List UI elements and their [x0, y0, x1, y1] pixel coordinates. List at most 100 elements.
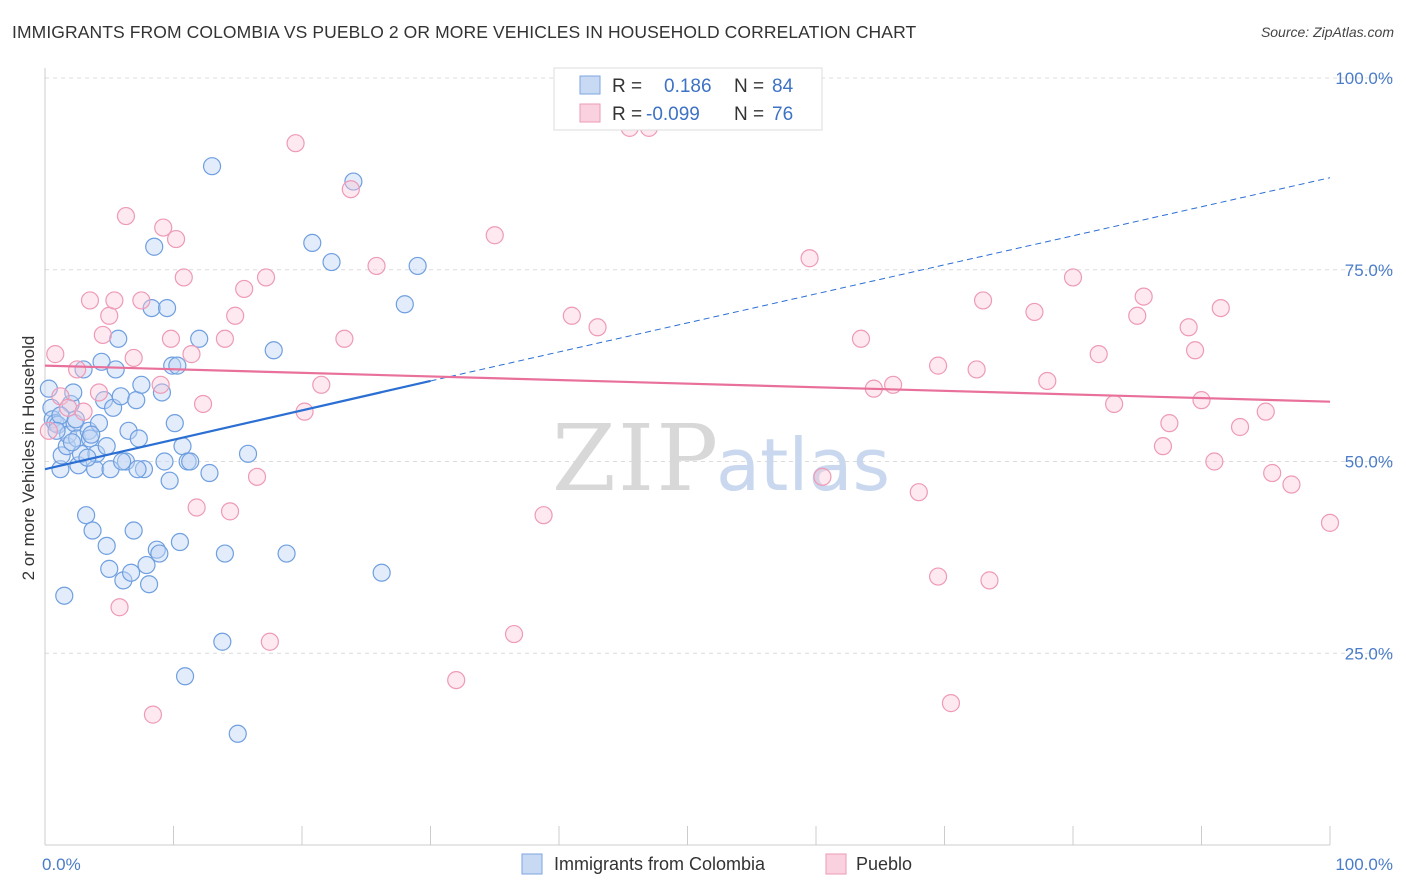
y-tick-labels: 25.0% 50.0% 75.0% 100.0%: [1335, 69, 1393, 663]
scatter-point: [851, 329, 871, 348]
scatter-point: [312, 375, 331, 394]
scatter-point: [83, 521, 102, 540]
scatter-point: [213, 632, 232, 651]
scatter-point: [111, 387, 130, 406]
scatter-point: [77, 506, 96, 525]
correlation-legend: R = 0.186 N = 84 R = -0.099 N = 76: [553, 67, 823, 131]
legend-swatch-pueblo: [579, 103, 601, 123]
x-tick-labels: 0.0% 100.0%: [42, 855, 1393, 874]
scatter-point: [173, 437, 192, 456]
scatter-point: [152, 383, 172, 402]
scatter-point: [1128, 306, 1147, 325]
scatter-point: [1063, 268, 1083, 287]
scatter-point: [1160, 414, 1179, 433]
scatter-point: [1205, 452, 1224, 471]
x-tick-label: 100.0%: [1335, 855, 1393, 874]
trend-line-colombia-extension: [430, 177, 1331, 382]
legend-n-label-1: N =: [734, 76, 764, 97]
scatter-point: [182, 345, 201, 364]
scatter-point: [124, 521, 143, 540]
scatter-point: [228, 724, 247, 743]
scatter-point: [154, 218, 173, 237]
scatter-point: [62, 433, 82, 452]
scatter-point: [1025, 302, 1044, 322]
scatter-point: [160, 471, 179, 490]
scatter-point: [106, 360, 125, 379]
scatter-point: [112, 452, 132, 471]
scatter-point: [883, 375, 903, 394]
source-label: Source: ZipAtlas.com: [1260, 24, 1394, 40]
scatter-point: [121, 563, 141, 582]
scatter-point: [187, 498, 206, 517]
scatter-point: [1211, 299, 1230, 318]
scatter-point: [1256, 402, 1275, 421]
scatter-point: [928, 567, 948, 586]
scatter-point: [132, 291, 151, 310]
scatter-point: [980, 571, 999, 590]
scatter-point: [119, 421, 138, 440]
scatter-point: [322, 252, 341, 272]
scatter-point: [142, 299, 161, 318]
y-axis-label: 2 or more Vehicles in Household: [19, 336, 38, 581]
scatter-point: [39, 421, 58, 440]
scatter-point: [395, 295, 414, 314]
scatter-point: [202, 157, 222, 176]
scatter-point: [181, 452, 200, 471]
legend-r-label-1: R =: [612, 76, 642, 97]
watermark-atlas: atlas: [716, 423, 890, 507]
legend-n-label-2: N =: [734, 104, 764, 125]
scatter-point: [1282, 475, 1301, 494]
scatter-point: [534, 506, 553, 525]
scatter-point: [145, 237, 164, 256]
legend-r-label-2: R =: [612, 104, 642, 125]
scatter-point: [97, 437, 116, 456]
legend-name-colombia: Immigrants from Colombia: [554, 854, 766, 874]
scatter-point: [562, 306, 581, 325]
grid-lines: [45, 77, 1395, 654]
scatter-point: [170, 532, 190, 552]
y-tick-label: 75.0%: [1345, 261, 1393, 280]
scatter-point: [247, 467, 267, 486]
scatter-point: [110, 598, 129, 617]
scatter-point: [1134, 287, 1153, 306]
scatter-point: [190, 329, 209, 348]
scatter-point: [504, 624, 524, 644]
scatter-point: [68, 360, 87, 379]
scatter-point: [941, 694, 961, 713]
legend-n-value-1: 84: [772, 76, 794, 97]
scatter-point: [215, 544, 234, 563]
scatter-point: [80, 291, 100, 310]
scatter-point: [151, 375, 170, 394]
series-legend: Immigrants from Colombia Pueblo: [521, 853, 912, 875]
scatter-point: [139, 575, 159, 594]
scatter-point: [51, 406, 70, 425]
scatter-point: [1089, 345, 1108, 364]
scatter-point: [155, 452, 174, 471]
scatter-point: [175, 667, 195, 686]
scatter-point: [909, 483, 928, 502]
scatter-point: [447, 670, 466, 690]
y-tick-label: 25.0%: [1345, 644, 1393, 663]
trend-lines: [44, 177, 1331, 471]
x-tick-label: 0.0%: [42, 855, 81, 874]
watermark-zip: ZIP: [552, 405, 720, 512]
scatter-point: [973, 291, 993, 310]
y-tick-label: 100.0%: [1335, 69, 1393, 88]
trend-line-colombia: [44, 379, 431, 471]
scatter-point: [129, 429, 148, 448]
legend-name-pueblo: Pueblo: [856, 854, 912, 874]
scatter-point: [1153, 437, 1173, 456]
legend-swatch-colombia-bottom: [521, 853, 543, 875]
scatter-point: [59, 398, 78, 417]
scatter-point: [303, 233, 322, 253]
scatter-point: [264, 341, 283, 360]
series-colombia-points: [39, 157, 427, 743]
scatter-point: [928, 356, 948, 375]
scatter-point: [46, 345, 65, 364]
trend-line-pueblo: [44, 364, 1331, 403]
series-pueblo-points: [39, 118, 1340, 724]
legend-swatch-pueblo-bottom: [825, 853, 847, 875]
scatter-point: [1263, 463, 1282, 483]
scatter-point: [157, 299, 177, 318]
